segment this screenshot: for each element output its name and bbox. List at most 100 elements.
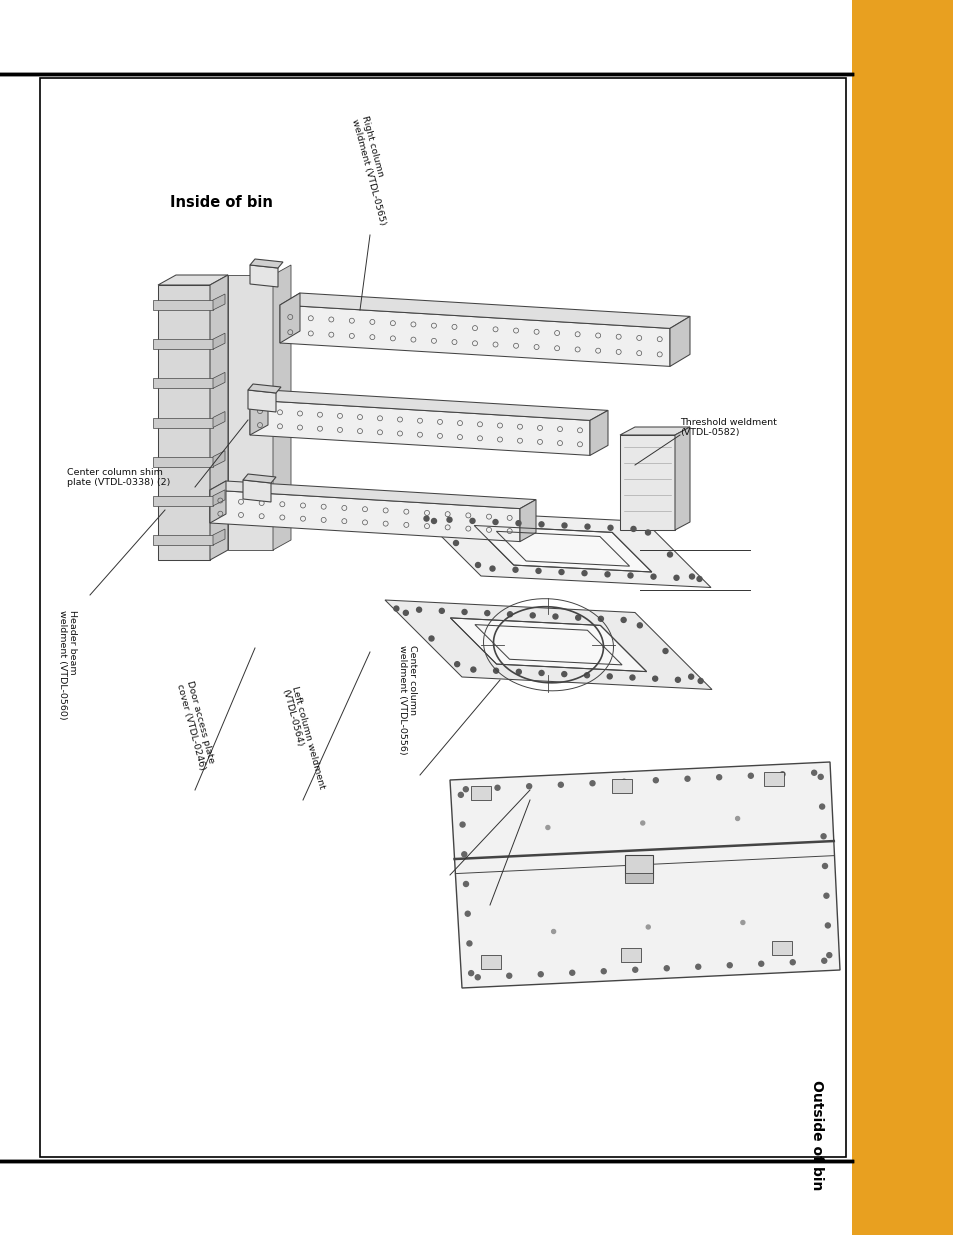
Polygon shape	[213, 490, 225, 506]
Polygon shape	[210, 480, 536, 509]
Circle shape	[416, 608, 421, 613]
Polygon shape	[519, 500, 536, 542]
Polygon shape	[619, 427, 689, 435]
Bar	[619, 435, 675, 530]
Polygon shape	[385, 600, 711, 689]
Circle shape	[516, 521, 520, 526]
Polygon shape	[273, 266, 291, 550]
Circle shape	[429, 636, 434, 641]
Circle shape	[575, 615, 580, 620]
Circle shape	[688, 674, 693, 679]
Circle shape	[637, 622, 641, 627]
Bar	[625, 855, 653, 879]
Circle shape	[818, 774, 822, 779]
Circle shape	[640, 821, 644, 825]
Bar	[152, 378, 213, 388]
Circle shape	[823, 893, 828, 898]
Bar	[152, 300, 213, 310]
Circle shape	[684, 777, 689, 782]
Text: Right column
weldment (VTDL-0565): Right column weldment (VTDL-0565)	[350, 115, 396, 226]
Circle shape	[506, 973, 511, 978]
Circle shape	[632, 967, 638, 972]
Text: Outside of bin: Outside of bin	[809, 1079, 823, 1191]
Circle shape	[553, 614, 558, 619]
Circle shape	[490, 566, 495, 571]
Circle shape	[650, 574, 656, 579]
Text: Left column weldment
(VTDL-0564): Left column weldment (VTDL-0564)	[280, 685, 326, 793]
Circle shape	[695, 965, 700, 969]
Circle shape	[461, 852, 466, 857]
Polygon shape	[213, 451, 225, 467]
Circle shape	[457, 793, 463, 798]
Circle shape	[627, 573, 633, 578]
Circle shape	[780, 772, 784, 777]
Circle shape	[819, 804, 823, 809]
Circle shape	[536, 568, 540, 573]
Bar	[471, 787, 491, 800]
Circle shape	[600, 968, 605, 973]
Circle shape	[484, 610, 489, 615]
Circle shape	[811, 771, 816, 776]
Polygon shape	[210, 275, 228, 559]
Bar	[152, 340, 213, 350]
Polygon shape	[450, 762, 840, 988]
Circle shape	[747, 773, 753, 778]
Circle shape	[726, 963, 732, 968]
Polygon shape	[158, 275, 228, 285]
Circle shape	[447, 517, 452, 522]
Polygon shape	[250, 390, 607, 420]
Circle shape	[789, 960, 795, 965]
Polygon shape	[250, 259, 283, 268]
Polygon shape	[213, 529, 225, 545]
Circle shape	[530, 613, 535, 618]
Text: Door access plate
cover (VTDL-0246): Door access plate cover (VTDL-0246)	[174, 680, 216, 771]
Circle shape	[475, 974, 479, 979]
Polygon shape	[250, 400, 589, 456]
Circle shape	[495, 785, 499, 790]
Circle shape	[740, 920, 744, 925]
Polygon shape	[250, 390, 268, 435]
Polygon shape	[589, 410, 607, 456]
Polygon shape	[474, 526, 651, 572]
Bar	[763, 772, 783, 787]
Circle shape	[667, 552, 672, 557]
Circle shape	[716, 774, 720, 779]
Text: Header beam
weldment (VTDL-0560): Header beam weldment (VTDL-0560)	[58, 610, 77, 720]
Bar	[771, 941, 791, 955]
Polygon shape	[280, 293, 689, 329]
Polygon shape	[248, 390, 275, 412]
Circle shape	[824, 923, 829, 927]
Circle shape	[645, 925, 650, 929]
Polygon shape	[213, 411, 225, 427]
Circle shape	[584, 524, 589, 529]
Circle shape	[455, 662, 459, 667]
Circle shape	[537, 972, 542, 977]
Circle shape	[465, 911, 470, 916]
Circle shape	[561, 522, 566, 529]
Polygon shape	[158, 285, 210, 559]
Polygon shape	[210, 480, 226, 522]
Polygon shape	[415, 510, 710, 588]
Circle shape	[526, 784, 531, 789]
Polygon shape	[243, 474, 275, 483]
Bar	[620, 948, 640, 962]
Circle shape	[653, 778, 658, 783]
Circle shape	[645, 530, 650, 535]
Circle shape	[652, 676, 657, 682]
Circle shape	[538, 522, 543, 527]
Circle shape	[697, 577, 701, 582]
Circle shape	[470, 519, 475, 524]
Circle shape	[461, 610, 467, 615]
Polygon shape	[450, 618, 646, 672]
Circle shape	[558, 782, 562, 787]
Circle shape	[475, 562, 480, 568]
Bar	[152, 417, 213, 427]
Circle shape	[538, 671, 543, 676]
Circle shape	[545, 825, 549, 830]
Circle shape	[423, 516, 429, 521]
Circle shape	[821, 834, 825, 839]
Circle shape	[561, 672, 566, 677]
Circle shape	[758, 961, 763, 966]
Polygon shape	[280, 305, 669, 367]
Circle shape	[471, 667, 476, 672]
